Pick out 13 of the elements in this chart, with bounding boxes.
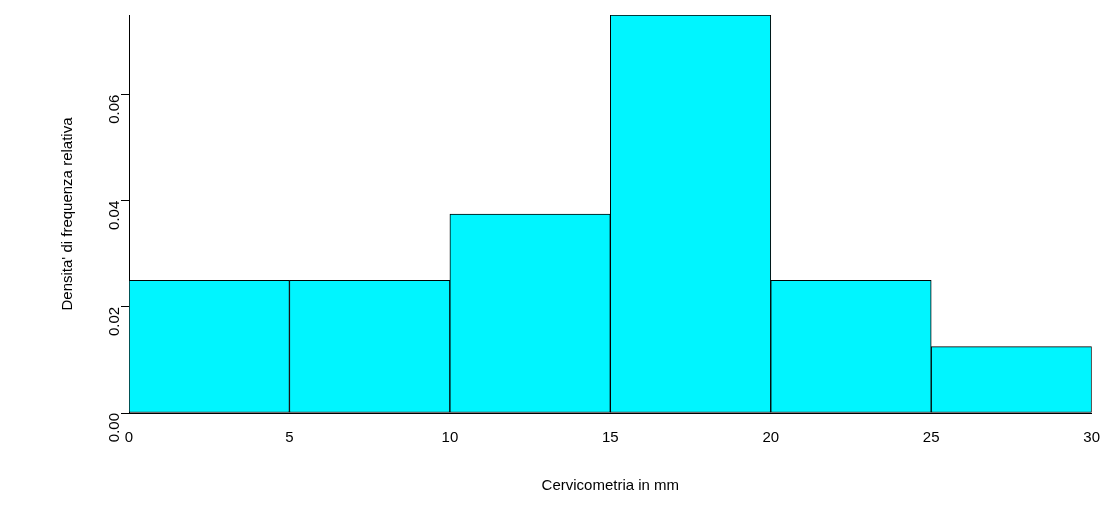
x-axis-title: Cervicometria in mm: [541, 476, 680, 494]
x-tick-label: 0: [124, 428, 134, 446]
x-tick-label: 25: [922, 428, 940, 446]
y-axis-title: Densita' di frequenza relativa: [58, 116, 76, 311]
x-tick-label: 10: [441, 428, 459, 446]
x-tick-label: 15: [601, 428, 619, 446]
y-tick-label: 0.06: [105, 94, 123, 124]
y-tick-label: 0.00: [105, 413, 123, 443]
x-tick-label: 5: [285, 428, 294, 446]
x-tick-label: 30: [1083, 428, 1100, 446]
y-tick-label: 0.02: [105, 306, 123, 337]
y-tick-label: 0.04: [105, 200, 123, 230]
x-tick-label: 20: [762, 428, 780, 446]
